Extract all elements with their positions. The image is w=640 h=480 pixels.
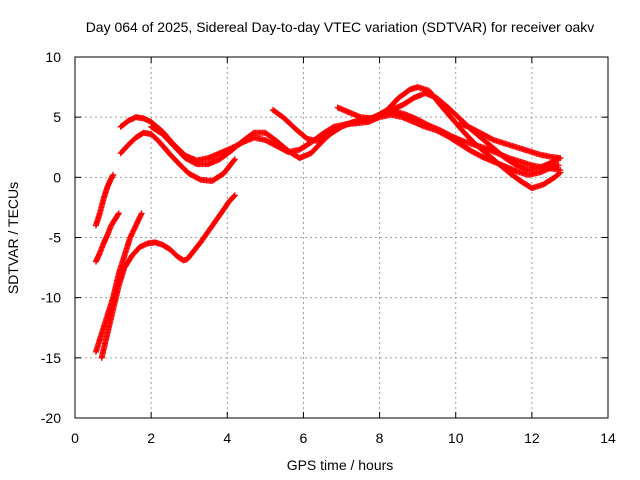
y-axis-label: SDTVAR / TECUs bbox=[5, 182, 21, 294]
x-tick-label: 8 bbox=[376, 430, 384, 446]
y-tick-label: -10 bbox=[41, 290, 61, 306]
x-tick-label: 2 bbox=[147, 430, 155, 446]
y-tick-label: -20 bbox=[41, 410, 61, 426]
data-point bbox=[231, 157, 238, 164]
data-point bbox=[557, 155, 564, 162]
y-tick-label: -5 bbox=[49, 230, 62, 246]
data-point bbox=[110, 171, 117, 178]
series-arc-b bbox=[92, 210, 122, 265]
data-point bbox=[115, 211, 122, 218]
data-point bbox=[230, 193, 237, 200]
data-point bbox=[196, 176, 203, 183]
x-tick-label: 4 bbox=[223, 430, 231, 446]
y-tick-label: 10 bbox=[45, 49, 61, 65]
data-point bbox=[138, 210, 145, 217]
data-point bbox=[379, 110, 386, 117]
data-point bbox=[231, 192, 238, 199]
x-tick-label: 6 bbox=[300, 430, 308, 446]
series-arc-i bbox=[334, 104, 564, 174]
series-arc-a bbox=[92, 171, 117, 229]
y-tick-label: 0 bbox=[53, 169, 61, 185]
x-tick-label: 14 bbox=[600, 430, 616, 446]
series-arc-g bbox=[148, 90, 562, 174]
data-point bbox=[231, 156, 238, 163]
x-tick-label: 10 bbox=[448, 430, 464, 446]
chart-title: Day 064 of 2025, Sidereal Day-to-day VTE… bbox=[86, 19, 595, 35]
axis-ticks: 0 2 4 6 8 10 12 14 -20 -15 -10 -5 0 5 10 bbox=[41, 49, 616, 446]
series-arc-e bbox=[117, 129, 238, 184]
data-point bbox=[489, 136, 496, 143]
data-point bbox=[557, 167, 564, 174]
data-point bbox=[115, 210, 122, 217]
data-points bbox=[92, 84, 564, 361]
data-point bbox=[192, 160, 199, 167]
y-tick-label: 5 bbox=[53, 109, 61, 125]
series-arc-d bbox=[98, 192, 238, 361]
x-tick-label: 0 bbox=[71, 430, 79, 446]
series-arc-j bbox=[456, 120, 564, 162]
x-tick-label: 12 bbox=[524, 430, 540, 446]
x-axis-label: GPS time / hours bbox=[287, 457, 394, 473]
y-tick-label: -15 bbox=[41, 350, 61, 366]
